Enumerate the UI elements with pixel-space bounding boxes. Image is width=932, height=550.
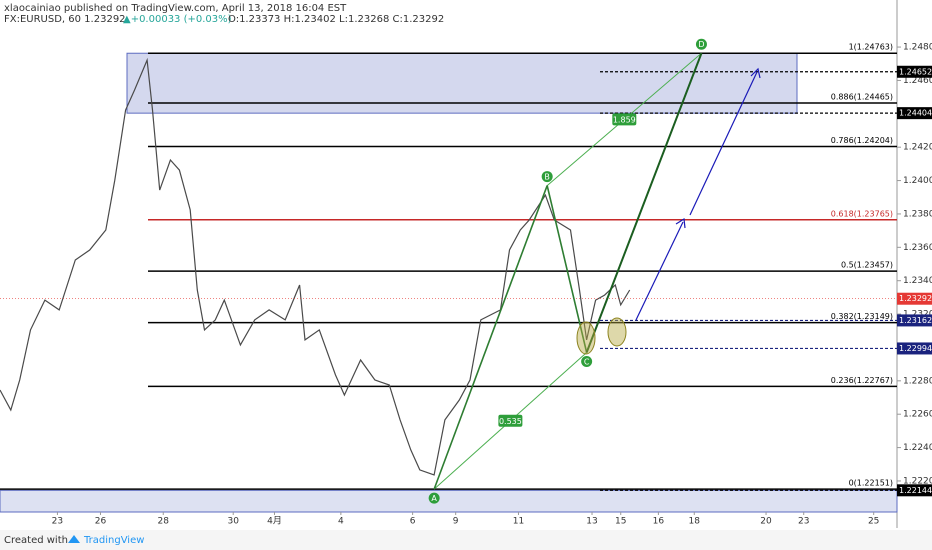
x-tick-label: 18 [689, 517, 701, 527]
y-tick-label: 1.22400 [903, 443, 932, 453]
ratio-label: 1.859 [613, 115, 636, 124]
y-tick-label: 1.22200 [903, 476, 932, 486]
pattern-leg [546, 185, 588, 353]
fib-label: 0.382(1.23149) [831, 312, 893, 321]
arrow-head [675, 217, 686, 229]
price-label: 1.24652 [899, 67, 932, 76]
x-tick-label: 4月 [267, 516, 282, 527]
ratio-label: 0.535 [499, 417, 522, 426]
arrow-head [750, 67, 761, 79]
price-label: 1.23162 [899, 316, 932, 325]
pattern-leg [585, 52, 703, 353]
highlight [576, 321, 596, 355]
projection-arrows [635, 67, 761, 321]
x-tick-label: 6 [410, 517, 416, 527]
x-tick-label: 11 [513, 517, 524, 527]
price-label: 1.22144 [899, 486, 932, 495]
y-tick-label: 1.23800 [903, 209, 932, 219]
ratio-box [498, 414, 523, 427]
price-label-box [897, 107, 932, 120]
price-label-box [897, 292, 932, 305]
arrow [635, 221, 684, 321]
y-tick-label: 1.24000 [903, 176, 932, 186]
x-tick-label: 25 [868, 517, 879, 527]
pattern-label: C [584, 357, 590, 366]
fib-label: 0.886(1.24465) [831, 92, 893, 101]
pattern-label: B [544, 173, 550, 182]
arrow [689, 71, 758, 216]
fib-label: 1(1.24763) [849, 43, 893, 52]
ohlc: O:1.23373 H:1.23402 L:1.23268 C:1.23292 [228, 14, 444, 25]
x-tick-label: 20 [760, 517, 772, 527]
price-label: 1.23292 [899, 294, 932, 303]
price-label: 1.22994 [899, 344, 932, 353]
x-tick-label: 26 [95, 517, 107, 527]
ratio-box [612, 113, 637, 126]
pattern-point [428, 492, 440, 504]
fib-label: 0.786(1.24204) [831, 136, 893, 145]
y-tick-label: 1.23600 [903, 243, 932, 253]
fib-label: 0.5(1.23457) [841, 261, 893, 270]
fib-label: 0(1.22151) [849, 479, 893, 488]
publisher: xlaocainiao published on TradingView.com… [4, 3, 347, 14]
fib-label: 0.618(1.23765) [831, 209, 893, 218]
pattern-point [581, 355, 593, 367]
y-tick-label: 1.24800 [903, 43, 932, 53]
header-bg [0, 0, 520, 24]
brand[interactable]: TradingView [83, 535, 144, 546]
logo [68, 535, 80, 543]
demand-zone [0, 489, 898, 513]
x-tick-label: 13 [586, 517, 597, 527]
x-tick-label: 23 [52, 517, 63, 527]
x-tick-label: 30 [227, 517, 239, 527]
footer-text: Created with [4, 535, 68, 546]
y-tick-label: 1.22600 [903, 410, 932, 420]
pattern-leg [433, 185, 548, 490]
y-tick-label: 1.22800 [903, 376, 932, 386]
y-tick-label: 1.24600 [903, 76, 932, 86]
y-tick-label: 1.23400 [903, 276, 932, 286]
x-tick-label: 28 [158, 517, 170, 527]
footer-bg [0, 530, 932, 550]
x-tick-label: 16 [653, 517, 665, 527]
price-label-box [897, 484, 932, 497]
fib-label: 0.236(1.22767) [831, 376, 893, 385]
highlight [607, 317, 627, 347]
pattern-point [695, 38, 707, 50]
change: ▲+0.00033 (+0.03%) [123, 14, 232, 25]
y-tick-label: 1.24200 [903, 143, 932, 153]
price-label: 1.24404 [899, 109, 932, 118]
pattern-label: A [431, 494, 437, 503]
pattern-label: D [698, 40, 704, 49]
price-label-box [897, 65, 932, 78]
x-tick-label: 9 [453, 517, 459, 527]
x-tick-label: 4 [338, 517, 344, 527]
x-tick-label: 15 [615, 517, 626, 527]
price-label-box [897, 314, 932, 327]
symbol: FX:EURUSD, 60 1.23292 [4, 14, 126, 25]
x-tick-label: 23 [798, 517, 809, 527]
pattern-point [541, 171, 553, 183]
price-label-box [897, 342, 932, 355]
supply-zone [126, 52, 798, 114]
